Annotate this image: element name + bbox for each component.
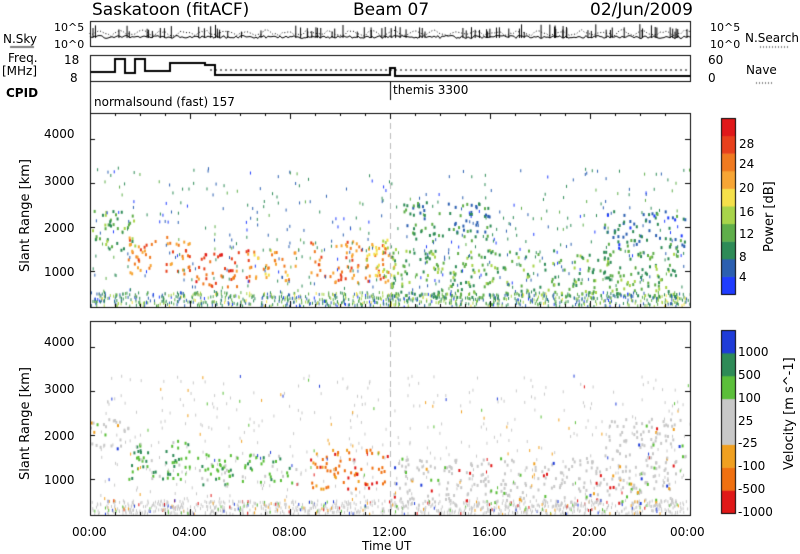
p1-ytick-4000: 4000 bbox=[44, 127, 75, 141]
vel-tick-neg25: -25 bbox=[738, 436, 758, 450]
p2-ylabel: Slant Range [km] bbox=[18, 367, 33, 480]
station-title: Saskatoon (fitACF) bbox=[92, 0, 250, 20]
power-colorbar-label: Power [dB] bbox=[762, 181, 777, 252]
p2-ytick-1000: 1000 bbox=[44, 473, 75, 487]
p1-ytick-1000: 1000 bbox=[44, 265, 75, 279]
xtick-0800: 08:00 bbox=[272, 525, 307, 539]
nsky-tick-bottom: 10^0 bbox=[54, 38, 85, 51]
vel-tick-neg500: -500 bbox=[738, 482, 766, 496]
nsearch-label: N.Search bbox=[745, 31, 800, 45]
xtick-2400: 00:00 bbox=[670, 525, 705, 539]
freq-unit-label: [MHz] bbox=[2, 64, 38, 78]
vel-tick-1000: 1000 bbox=[738, 345, 769, 359]
p1-ylabel: Slant Range [km] bbox=[18, 159, 33, 272]
vel-tick-25: 25 bbox=[738, 414, 754, 428]
beam-title: Beam 07 bbox=[353, 0, 430, 20]
nave-tick-bottom: 0 bbox=[708, 71, 716, 85]
power-tick-20: 20 bbox=[739, 181, 755, 195]
p1-ytick-3000: 3000 bbox=[44, 174, 75, 188]
power-tick-24: 24 bbox=[739, 157, 755, 171]
vel-tick-100: 100 bbox=[738, 391, 761, 405]
freq-tick-bottom: 8 bbox=[70, 71, 78, 85]
power-tick-8: 8 bbox=[739, 250, 747, 264]
nsearch-tick-top: 10^5 bbox=[710, 21, 741, 34]
power-tick-28: 28 bbox=[739, 137, 755, 151]
xtick-0000: 00:00 bbox=[72, 525, 107, 539]
vel-tick-500: 500 bbox=[738, 368, 761, 382]
xtick-1200: 12:00 bbox=[372, 525, 407, 539]
freq-tick-top: 18 bbox=[64, 53, 80, 67]
power-tick-4: 4 bbox=[739, 270, 747, 284]
xtick-1600: 16:00 bbox=[472, 525, 507, 539]
velocity-colorbar-label: Velocity [m s^-1] bbox=[782, 357, 797, 470]
nsky-label: N.Sky bbox=[3, 32, 38, 46]
freq-label: Freq. bbox=[8, 51, 38, 65]
vel-tick-neg1000: -1000 bbox=[738, 505, 773, 519]
xlabel: Time UT bbox=[362, 539, 412, 553]
cpid-segment-1: normalsound (fast) 157 bbox=[94, 95, 235, 109]
power-tick-16: 16 bbox=[739, 205, 755, 219]
p2-ytick-4000: 4000 bbox=[44, 335, 75, 349]
nave-tick-top: 60 bbox=[708, 53, 724, 67]
xtick-2000: 20:00 bbox=[572, 525, 607, 539]
date-title: 02/Jun/2009 bbox=[590, 0, 693, 20]
xtick-0400: 04:00 bbox=[172, 525, 207, 539]
vel-tick-neg100: -100 bbox=[738, 459, 766, 473]
power-tick-12: 12 bbox=[739, 227, 755, 241]
p2-ytick-3000: 3000 bbox=[44, 382, 75, 396]
p1-ytick-2000: 2000 bbox=[44, 221, 75, 235]
nsearch-tick-bottom: 10^0 bbox=[710, 38, 741, 51]
p2-ytick-2000: 2000 bbox=[44, 429, 75, 443]
cpid-label: CPID bbox=[6, 86, 39, 100]
nave-label: Nave bbox=[746, 63, 777, 77]
cpid-segment-2: themis 3300 bbox=[393, 83, 469, 97]
nsky-tick-top: 10^5 bbox=[54, 21, 85, 34]
